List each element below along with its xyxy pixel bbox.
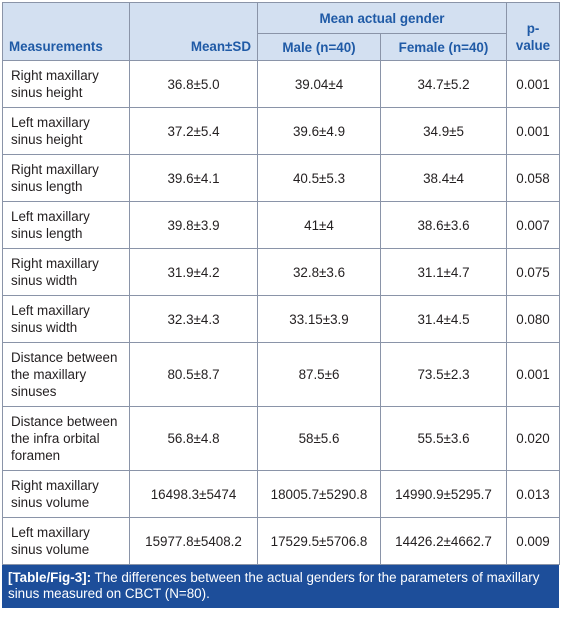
female-value: 38.4±4 bbox=[379, 154, 508, 202]
male-value: 18005.7±5290.8 bbox=[257, 470, 381, 518]
p-value: 0.013 bbox=[506, 470, 561, 518]
caption-text: The differences between the actual gende… bbox=[8, 570, 540, 601]
female-value: 14990.9±5295.7 bbox=[379, 470, 508, 518]
measurement-label: Right maxillary sinus length bbox=[2, 154, 130, 202]
p-value: 0.080 bbox=[506, 295, 561, 343]
measurement-label: Left maxillary sinus width bbox=[2, 295, 130, 343]
measurement-label: Left maxillary sinus length bbox=[2, 201, 130, 249]
measurement-label: Right maxillary sinus volume bbox=[2, 470, 130, 518]
measurement-label: Right maxillary sinus height bbox=[2, 60, 130, 108]
mean-sd-value: 39.8±3.9 bbox=[129, 201, 258, 249]
measurement-label: Left maxillary sinus height bbox=[2, 107, 130, 155]
male-value: 39.04±4 bbox=[257, 60, 381, 108]
p-value: 0.058 bbox=[506, 154, 561, 202]
header-mean-actual-gender: Mean actual gender bbox=[256, 2, 508, 34]
header-female: Female (n=40) bbox=[379, 33, 508, 61]
p-value: 0.001 bbox=[506, 107, 561, 155]
male-value: 33.15±3.9 bbox=[257, 295, 381, 343]
table-row: Distance between the infra orbital foram… bbox=[2, 406, 561, 471]
header-male: Male (n=40) bbox=[257, 33, 381, 61]
table-row: Right maxillary sinus width 31.9±4.2 32.… bbox=[2, 248, 561, 296]
table-row: Left maxillary sinus length 39.8±3.9 41±… bbox=[2, 201, 561, 249]
caption-tag: [Table/Fig-3]: bbox=[8, 570, 92, 585]
female-value: 55.5±3.6 bbox=[379, 406, 508, 471]
mean-sd-value: 15977.8±5408.2 bbox=[129, 517, 258, 565]
female-value: 14426.2±4662.7 bbox=[379, 517, 508, 565]
p-value: 0.007 bbox=[506, 201, 561, 249]
measurement-label: Right maxillary sinus width bbox=[2, 248, 130, 296]
mean-sd-value: 31.9±4.2 bbox=[129, 248, 258, 296]
table-row: Right maxillary sinus length 39.6±4.1 40… bbox=[2, 154, 561, 202]
male-value: 41±4 bbox=[257, 201, 381, 249]
table-row: Distance between the maxillary sinuses 8… bbox=[2, 342, 561, 407]
female-value: 34.7±5.2 bbox=[379, 60, 508, 108]
data-table: Measurements Mean±SD Mean actual gender … bbox=[2, 2, 561, 565]
measurement-label: Left maxillary sinus volume bbox=[2, 517, 130, 565]
table-figure: Measurements Mean±SD Mean actual gender … bbox=[2, 2, 561, 608]
mean-sd-value: 37.2±5.4 bbox=[129, 107, 258, 155]
header-measurements: Measurements bbox=[2, 2, 130, 61]
male-value: 32.8±3.6 bbox=[257, 248, 381, 296]
p-value: 0.075 bbox=[506, 248, 561, 296]
table-caption: [Table/Fig-3]: The differences between t… bbox=[2, 565, 559, 608]
table-row: Right maxillary sinus volume 16498.3±547… bbox=[2, 470, 561, 518]
mean-sd-value: 16498.3±5474 bbox=[129, 470, 258, 518]
p-value: 0.001 bbox=[506, 60, 561, 108]
male-value: 40.5±5.3 bbox=[257, 154, 381, 202]
male-value: 58±5.6 bbox=[257, 406, 381, 471]
mean-sd-value: 56.8±4.8 bbox=[129, 406, 258, 471]
measurement-label: Distance between the infra orbital foram… bbox=[2, 406, 130, 471]
female-value: 31.4±4.5 bbox=[379, 295, 508, 343]
female-value: 73.5±2.3 bbox=[379, 342, 508, 407]
male-value: 17529.5±5706.8 bbox=[257, 517, 381, 565]
table-row: Right maxillary sinus height 36.8±5.0 39… bbox=[2, 60, 561, 108]
p-value: 0.020 bbox=[506, 406, 561, 471]
mean-sd-value: 80.5±8.7 bbox=[129, 342, 258, 407]
measurement-label: Distance between the maxillary sinuses bbox=[2, 342, 130, 407]
mean-sd-value: 32.3±4.3 bbox=[129, 295, 258, 343]
male-value: 39.6±4.9 bbox=[257, 107, 381, 155]
header-p-value: p-value bbox=[506, 2, 561, 61]
female-value: 34.9±5 bbox=[379, 107, 508, 155]
table-row: Left maxillary sinus width 32.3±4.3 33.1… bbox=[2, 295, 561, 343]
table-row: Left maxillary sinus volume 15977.8±5408… bbox=[2, 517, 561, 565]
female-value: 38.6±3.6 bbox=[379, 201, 508, 249]
p-value: 0.009 bbox=[506, 517, 561, 565]
mean-sd-value: 36.8±5.0 bbox=[129, 60, 258, 108]
female-value: 31.1±4.7 bbox=[379, 248, 508, 296]
mean-sd-value: 39.6±4.1 bbox=[129, 154, 258, 202]
header-mean-sd: Mean±SD bbox=[129, 2, 258, 61]
male-value: 87.5±6 bbox=[257, 342, 381, 407]
table-row: Left maxillary sinus height 37.2±5.4 39.… bbox=[2, 107, 561, 155]
p-value: 0.001 bbox=[506, 342, 561, 407]
